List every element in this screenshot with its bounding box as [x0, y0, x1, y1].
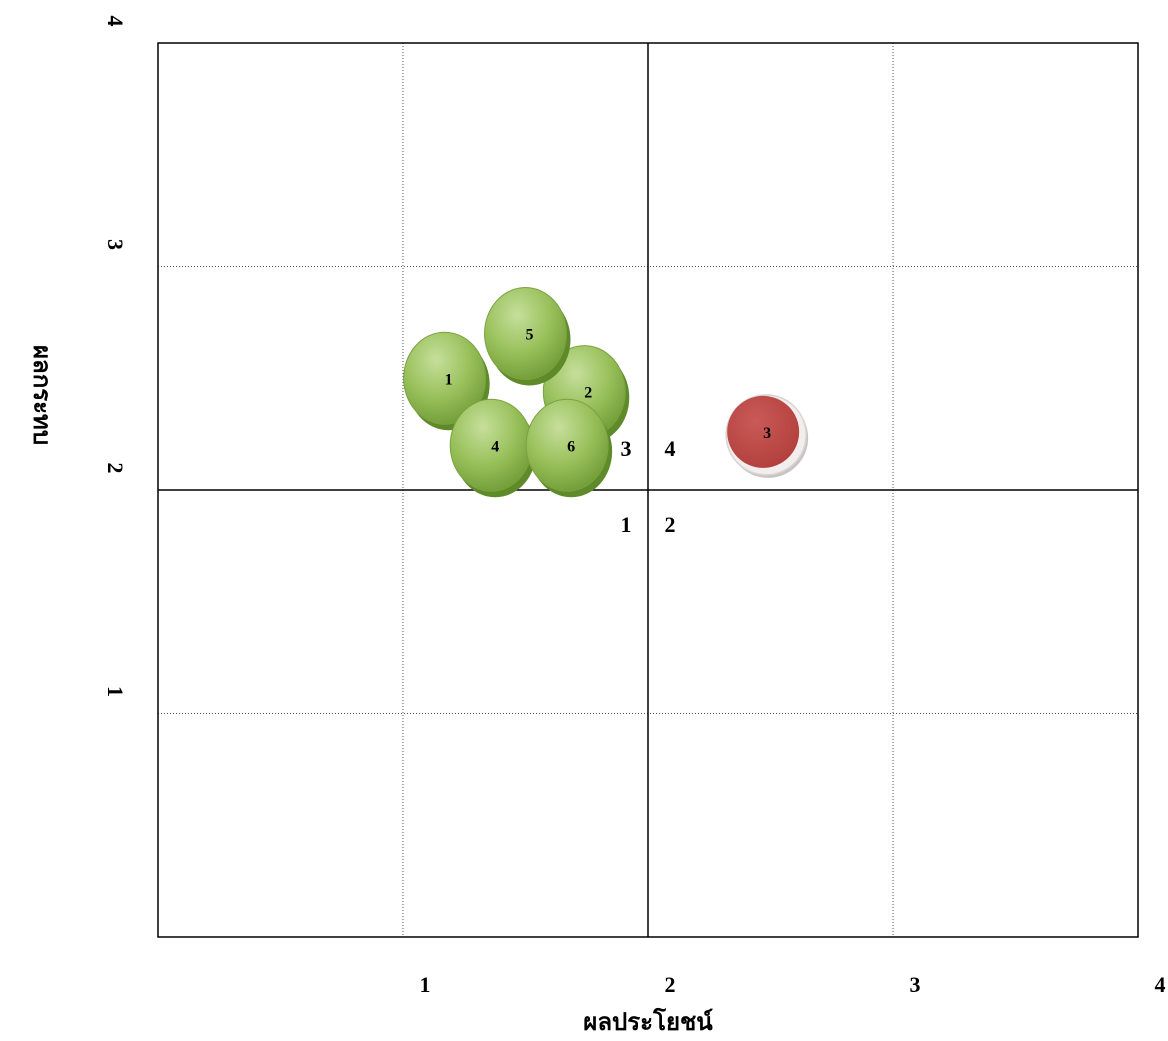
- x-tick-label-1: 1: [420, 972, 431, 997]
- x-tick-labels: 1 2 3 4: [420, 972, 1166, 997]
- point-label-1: 1: [445, 371, 453, 388]
- point-label-6: 6: [567, 438, 575, 455]
- y-tick-label-4: 4: [103, 16, 128, 27]
- point-marker: [727, 395, 800, 468]
- x-tick-label-3: 3: [910, 972, 921, 997]
- point-marker: [525, 398, 609, 492]
- y-tick-label-2: 2: [103, 463, 128, 474]
- point-label-5: 5: [526, 327, 534, 344]
- point-marker: [403, 331, 487, 425]
- data-point-6: 6: [525, 398, 613, 498]
- y-tick-label-1: 1: [103, 686, 128, 697]
- x-axis-label: ผลประโยชน์: [583, 1007, 713, 1036]
- data-point-5: 5: [484, 287, 571, 386]
- x-tick-label-2: 2: [665, 972, 676, 997]
- y-tick-labels: 1 2 3 4: [103, 16, 128, 698]
- x-tick-label-4: 4: [1155, 972, 1166, 997]
- y-tick-label-3: 3: [103, 239, 128, 250]
- quadrant-label-3: 3: [621, 436, 632, 461]
- point-label-2: 2: [584, 385, 592, 402]
- data-point-4: 4: [449, 398, 537, 498]
- y-axis-label: ผลกระทบ: [28, 345, 57, 445]
- quadrant-label-2: 2: [665, 512, 676, 537]
- data-point-1: 1: [403, 331, 490, 431]
- point-marker: [484, 287, 567, 381]
- quadrant-label-4: 4: [665, 436, 676, 461]
- data-point-3: 3: [725, 394, 809, 478]
- point-label-4: 4: [491, 438, 499, 455]
- point-label-3: 3: [763, 425, 771, 442]
- quadrant-label-1: 1: [621, 512, 632, 537]
- data-points: 1 2 3 4 5 6: [403, 287, 809, 498]
